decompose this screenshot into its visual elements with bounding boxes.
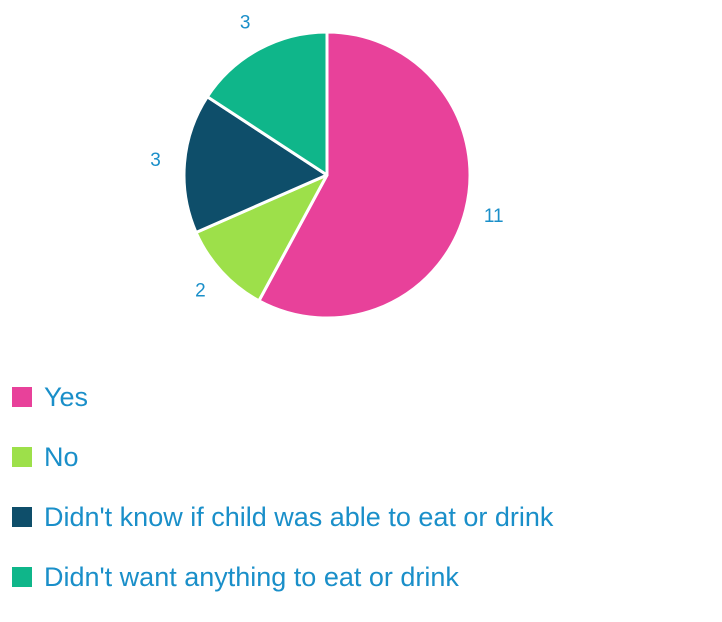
legend-swatch-didnt-know bbox=[12, 507, 32, 527]
legend-item-yes[interactable]: Yes bbox=[12, 382, 553, 412]
legend-label-didnt-want: Didn't want anything to eat or drink bbox=[44, 561, 459, 592]
legend-label-didnt-know: Didn't know if child was able to eat or … bbox=[44, 501, 554, 532]
pie-chart: 11 2 3 3 bbox=[150, 13, 504, 320]
pie-slice-no[interactable] bbox=[194, 173, 329, 303]
data-label-didnt-want: 3 bbox=[240, 13, 251, 34]
data-label-yes: 11 bbox=[484, 206, 504, 227]
legend-swatch-no bbox=[12, 447, 32, 467]
pie-slices bbox=[182, 30, 472, 320]
legend-label-yes: Yes bbox=[44, 381, 89, 412]
legend: Yes No Didn't know if child was able to … bbox=[12, 382, 553, 622]
data-label-no: 2 bbox=[195, 281, 206, 302]
legend-item-didnt-want[interactable]: Didn't want anything to eat or drink bbox=[12, 562, 553, 592]
data-label-didnt-know: 3 bbox=[150, 150, 161, 171]
pie-slice-didnt-want[interactable] bbox=[205, 30, 329, 177]
pie-slice-yes[interactable] bbox=[257, 30, 472, 320]
legend-swatch-yes bbox=[12, 387, 32, 407]
legend-item-no[interactable]: No bbox=[12, 442, 553, 472]
legend-swatch-didnt-want bbox=[12, 567, 32, 587]
pie-data-labels: 11 2 3 3 bbox=[150, 13, 503, 302]
legend-label-no: No bbox=[44, 441, 79, 472]
legend-item-didnt-know[interactable]: Didn't know if child was able to eat or … bbox=[12, 502, 553, 532]
pie-slice-didnt-know[interactable] bbox=[182, 95, 329, 234]
